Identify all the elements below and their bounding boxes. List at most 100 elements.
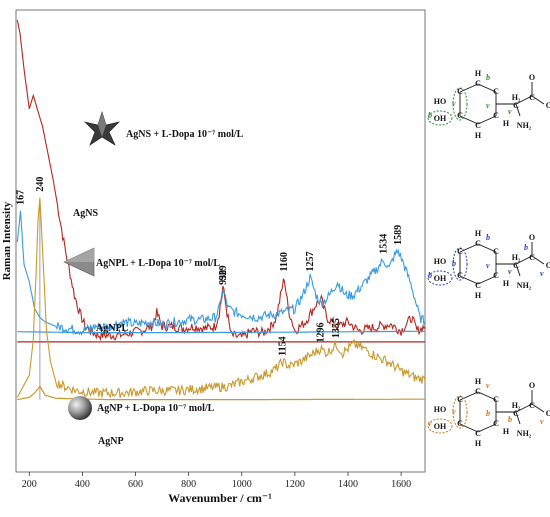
atom-label: C [475, 79, 481, 88]
atom-label: C [475, 281, 481, 290]
peak-label-1355: 1355 [331, 318, 342, 338]
vibration-mode-letter: b [486, 409, 490, 418]
series-line-0 [16, 19, 426, 342]
peak-label-1296: 1296 [315, 323, 326, 343]
atom-label: H [475, 377, 482, 386]
atom-label: H [475, 69, 482, 78]
atom-label: H [475, 131, 482, 140]
atom-label: C [457, 247, 463, 256]
x-tick-label: 200 [22, 479, 37, 490]
x-tick-label: 400 [75, 479, 90, 490]
bond [459, 115, 479, 125]
atom-label: NH₂ [517, 429, 532, 438]
atom-label: C [529, 253, 535, 262]
label-npl_dopa: AgNPL + L-Dopa 10⁻⁷ mol/L [96, 258, 220, 269]
plot-marks: 929 1160 167 240 930 1257 1534 1589 1154 1296 1355 [16, 19, 426, 401]
atom-label: OH [434, 274, 447, 283]
ldopa-structure-agns: HOOHCCCCCCHHHH₂CCOOHNH₂bbvvv [427, 69, 550, 140]
atom-label: C [457, 395, 463, 404]
atom-label: HO [434, 405, 446, 414]
bond [515, 103, 521, 117]
atom-label: OH [546, 409, 550, 418]
bond [459, 423, 479, 433]
triangle-nanoplate-icon [63, 247, 95, 277]
atom-label: C [457, 271, 463, 280]
bond [459, 391, 479, 401]
atom-label: OH [546, 261, 550, 270]
x-tick-label: 600 [128, 479, 143, 490]
atom-label: C [529, 93, 535, 102]
vibration-mode-letter: b [508, 415, 512, 424]
atom-label: H₂ [512, 401, 521, 410]
star-nanoparticle-icon [84, 110, 120, 146]
bond [477, 275, 497, 285]
vibration-mode-letter: b [428, 271, 432, 280]
atom-label: C [457, 419, 463, 428]
bond [459, 243, 479, 253]
bond [477, 115, 497, 125]
vibration-mode-letter: b [428, 111, 432, 120]
atom-label: H [503, 427, 510, 436]
atom-label: OH [434, 422, 447, 431]
vibration-mode-letter: v [486, 261, 490, 270]
vibration-mode-letter: v [508, 267, 512, 276]
x-tick-label: 1600 [391, 479, 411, 490]
ldopa-structure-agnp: HOOHCCCCCCHHHH₂CCOOHNH₂vvvbbv [427, 377, 550, 448]
atom-label: C [513, 409, 519, 418]
bond [477, 391, 497, 401]
peak-label-1589: 1589 [393, 225, 404, 245]
x-tick-label: 800 [181, 479, 196, 490]
atom-label: C [493, 271, 499, 280]
bond [531, 403, 545, 413]
atom-label: C [475, 239, 481, 248]
vibration-mode-letter: v [486, 381, 490, 390]
peak-label-167: 167 [16, 190, 27, 205]
atom-label: H₂ [512, 253, 521, 262]
sphere-nanoparticle-icon [68, 396, 92, 420]
vibration-mode-letter: b [452, 259, 456, 268]
atom-label: C [493, 247, 499, 256]
ldopa-structure-agnpl: HOOHCCCCCCHHHH₂CCOOHNH₂bbbvvvb [427, 229, 550, 300]
bond [531, 95, 545, 105]
peak-label-240: 240 [35, 177, 46, 192]
x-tick-label: 1400 [338, 479, 358, 490]
atom-label: H [475, 229, 482, 238]
bond [515, 403, 533, 413]
atom-label: NH₂ [517, 281, 532, 290]
atom-label: C [475, 121, 481, 130]
x-axis-ticks: 200 400 600 800 1000 1200 1400 1600 [22, 472, 411, 490]
x-tick-label: 1200 [285, 479, 305, 490]
atom-label: C [475, 429, 481, 438]
bond [477, 243, 497, 253]
bond [515, 95, 533, 105]
atom-label: H₂ [512, 93, 521, 102]
x-tick-label: 1000 [232, 479, 252, 490]
atom-label: C [457, 87, 463, 96]
atom-label: C [513, 101, 519, 110]
vibration-highlight [452, 87, 468, 121]
peak-label-1154: 1154 [278, 336, 289, 355]
vibration-highlight [427, 270, 453, 286]
label-ns_dopa: AgNS + L-Dopa 10⁻⁷ mol/L [126, 129, 244, 140]
vibration-highlight [427, 418, 453, 434]
atom-label: C [513, 261, 519, 270]
atom-label: OH [546, 101, 550, 110]
vibration-mode-letter: v [428, 419, 432, 428]
atom-label: OH [434, 114, 447, 123]
label-npl: AgNPL [96, 323, 129, 334]
bond [459, 83, 479, 93]
atom-label: O [529, 381, 535, 390]
atom-label: H [503, 279, 510, 288]
vibration-mode-letter: v [540, 417, 544, 426]
atom-label: C [529, 401, 535, 410]
label-np: AgNP [98, 436, 124, 447]
spectrum-labels: AgNS + L-Dopa 10⁻⁷ mol/L AgNS AgNPL + L-Do… [73, 129, 244, 447]
vibration-highlight [452, 247, 468, 281]
atom-label: C [493, 395, 499, 404]
atom-label: H [503, 119, 510, 128]
vibration-mode-letter: v [508, 107, 512, 116]
vibration-mode-letter: v [452, 99, 456, 108]
atom-label: O [529, 73, 535, 82]
atom-label: HO [434, 97, 446, 106]
